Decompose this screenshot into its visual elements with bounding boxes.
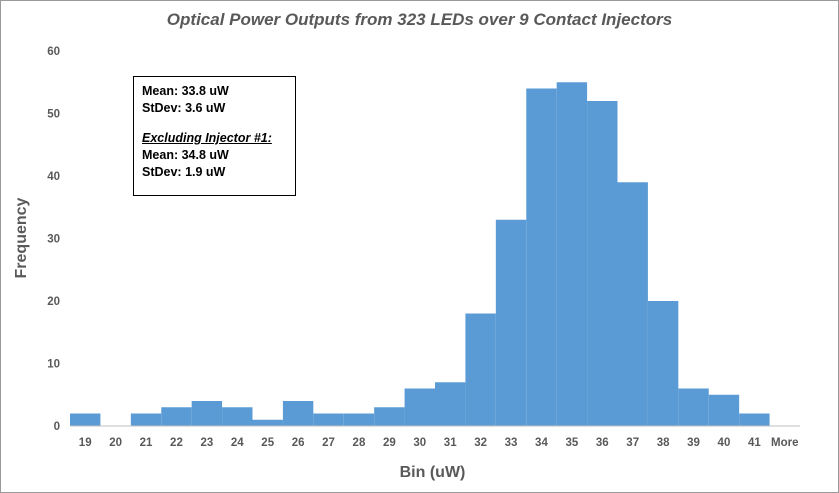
x-tick-label: 27	[322, 437, 335, 449]
y-tick-label: 10	[47, 359, 60, 371]
y-tick-label: 50	[47, 109, 60, 121]
bar-26	[282, 401, 314, 426]
bar-37	[617, 182, 648, 426]
y-tick-label: 20	[47, 296, 60, 308]
x-tick-label: 39	[687, 437, 700, 449]
x-ticks-group: 19 20 21 22 23 24 25 26 27 28 29 30 31 32 33 34 35 36 37 38…	[79, 437, 799, 449]
bar-19	[70, 413, 101, 426]
statistics-box: Mean: 33.8 uW StDev: 3.6 uW Excluding In…	[133, 76, 296, 196]
bar-41	[739, 413, 770, 426]
bar-23	[191, 401, 223, 426]
x-tick-label: 19	[79, 437, 92, 449]
x-tick-label: 26	[292, 437, 305, 449]
stdev-all-text: StDev: 3.6 uW	[142, 101, 226, 115]
stdev-subset-text: StDev: 1.9 uW	[142, 165, 226, 179]
bar-21	[130, 413, 162, 426]
y-tick-label: 60	[47, 46, 60, 58]
bar-24	[222, 407, 253, 426]
x-axis-label: Bin (uW)	[399, 464, 466, 481]
bar-35	[556, 82, 588, 426]
bar-28	[343, 413, 375, 426]
x-tick-label: 29	[383, 437, 396, 449]
subset-heading: Excluding Injector #1:	[142, 131, 272, 145]
y-tick-label: 0	[54, 421, 60, 433]
x-tick-label: 35	[565, 437, 578, 449]
x-tick-label: 28	[353, 437, 366, 449]
x-tick-label: 33	[505, 437, 518, 449]
bar-30	[404, 388, 435, 426]
bar-25	[252, 419, 283, 426]
x-tick-label: 31	[444, 437, 457, 449]
x-tick-label: 22	[170, 437, 183, 449]
chart-title: Optical Power Outputs from 323 LEDs over…	[166, 10, 673, 29]
x-tick-label: 20	[109, 437, 122, 449]
x-tick-label: 37	[626, 437, 639, 449]
x-tick-label: 25	[261, 437, 274, 449]
mean-subset-text: Mean: 34.8 uW	[142, 148, 229, 162]
bar-29	[374, 407, 405, 426]
bar-22	[161, 407, 192, 426]
x-tick-label: More	[771, 437, 798, 449]
x-tick-label: 38	[657, 437, 670, 449]
bar-40	[708, 394, 740, 426]
x-tick-label: 24	[231, 437, 244, 449]
x-tick-label: 40	[718, 437, 731, 449]
bar-32	[465, 313, 496, 426]
bar-36	[587, 101, 618, 426]
bars-group	[70, 82, 770, 426]
bar-39	[678, 388, 709, 426]
x-tick-label: 30	[413, 437, 426, 449]
y-tick-label: 40	[47, 171, 60, 183]
y-ticks-group: 0 10 20 30 40 50 60	[47, 46, 60, 433]
x-tick-label: 36	[596, 437, 609, 449]
bar-38	[647, 301, 679, 426]
x-tick-label: 41	[748, 437, 761, 449]
x-tick-label: 34	[535, 437, 548, 449]
x-tick-label: 23	[200, 437, 213, 449]
x-tick-label: 21	[140, 437, 153, 449]
y-tick-label: 30	[47, 234, 60, 246]
x-tick-label: 32	[474, 437, 487, 449]
bar-27	[313, 413, 344, 426]
bar-33	[495, 219, 527, 426]
bar-31	[435, 382, 466, 426]
bar-34	[526, 88, 557, 426]
mean-all-text: Mean: 33.8 uW	[142, 84, 229, 98]
